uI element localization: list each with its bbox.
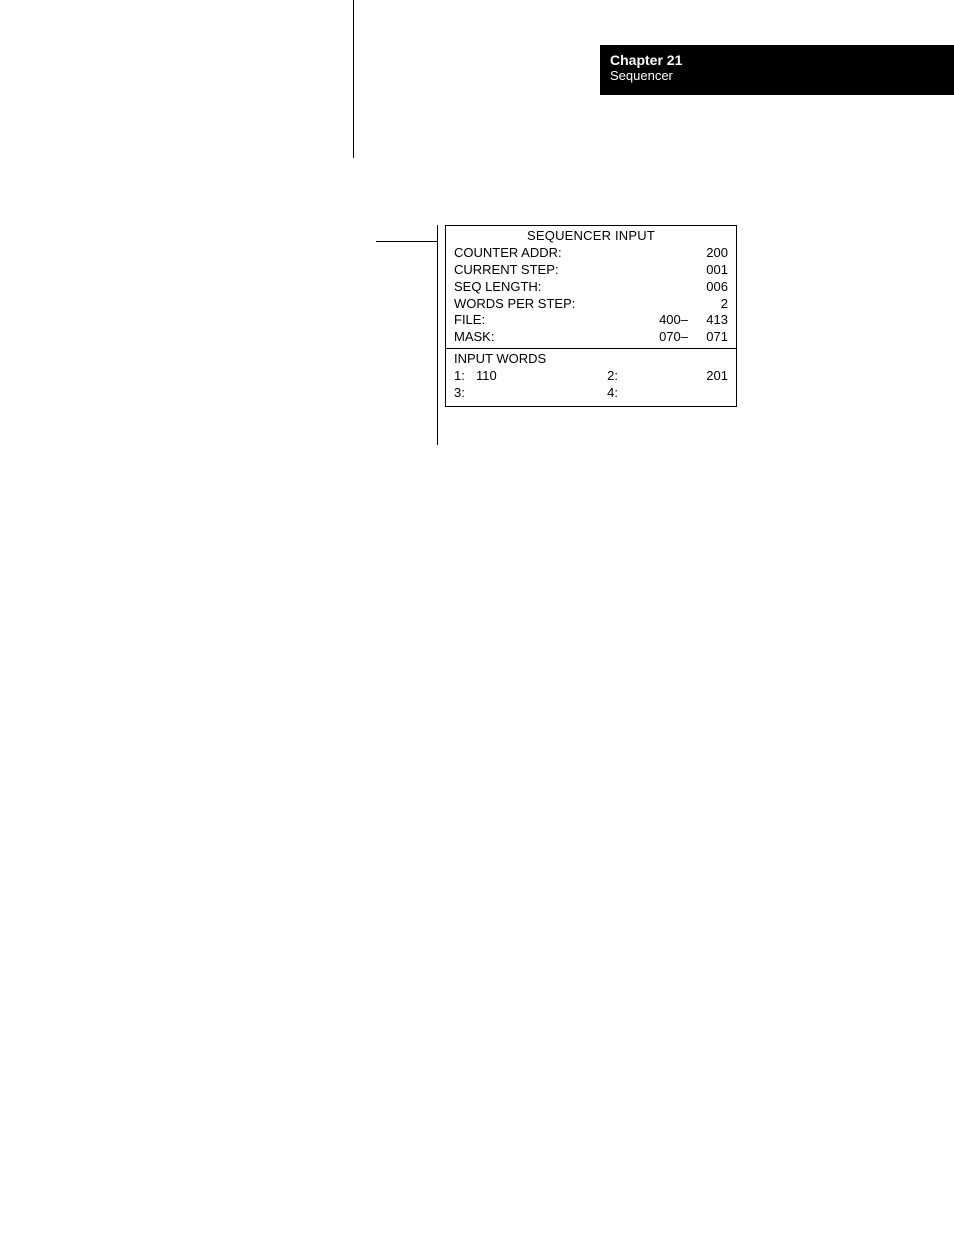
row-value-1 bbox=[638, 245, 688, 262]
iw-cell bbox=[618, 385, 728, 402]
row-value-1 bbox=[638, 279, 688, 296]
row-label: MASK: bbox=[454, 329, 638, 346]
iw-cell: 1: bbox=[454, 368, 476, 385]
sequencer-input-block: SEQUENCER INPUT COUNTER ADDR: 200 CURREN… bbox=[445, 225, 737, 407]
block-row: CURRENT STEP: 001 bbox=[454, 262, 728, 279]
vertical-rule-top bbox=[353, 0, 354, 158]
row-value-2: 071 bbox=[688, 329, 728, 346]
block-row: FILE: 400– 413 bbox=[454, 312, 728, 329]
iw-cell: 3: bbox=[454, 385, 476, 402]
iw-cell: 2: bbox=[596, 368, 618, 385]
row-value-2: 200 bbox=[688, 245, 728, 262]
row-label: CURRENT STEP: bbox=[454, 262, 638, 279]
row-label: SEQ LENGTH: bbox=[454, 279, 638, 296]
input-words-row: 3: 4: bbox=[454, 385, 728, 402]
row-value-1 bbox=[638, 262, 688, 279]
sequencer-diagram: SEQUENCER INPUT COUNTER ADDR: 200 CURREN… bbox=[350, 225, 770, 455]
row-value-1: 400– bbox=[638, 312, 688, 329]
chapter-subtitle: Sequencer bbox=[610, 68, 944, 83]
block-title: SEQUENCER INPUT bbox=[446, 226, 736, 245]
row-label: COUNTER ADDR: bbox=[454, 245, 638, 262]
row-value-1: 070– bbox=[638, 329, 688, 346]
block-row: SEQ LENGTH: 006 bbox=[454, 279, 728, 296]
row-label: WORDS PER STEP: bbox=[454, 296, 638, 313]
input-words-label: INPUT WORDS bbox=[454, 351, 728, 368]
block-body: COUNTER ADDR: 200 CURRENT STEP: 001 SEQ … bbox=[446, 245, 736, 348]
block-row: WORDS PER STEP: 2 bbox=[454, 296, 728, 313]
row-value-2: 2 bbox=[688, 296, 728, 313]
row-value-2: 001 bbox=[688, 262, 728, 279]
iw-cell: 201 bbox=[618, 368, 728, 385]
input-words-row: 1: 110 2: 201 bbox=[454, 368, 728, 385]
chapter-title: Chapter 21 bbox=[610, 52, 944, 68]
rung-vertical-line bbox=[437, 225, 438, 445]
iw-cell: 110 bbox=[476, 368, 596, 385]
row-value-1 bbox=[638, 296, 688, 313]
block-row: COUNTER ADDR: 200 bbox=[454, 245, 728, 262]
row-label: FILE: bbox=[454, 312, 638, 329]
rung-horizontal-line bbox=[376, 241, 437, 242]
row-value-2: 413 bbox=[688, 312, 728, 329]
iw-cell: 4: bbox=[596, 385, 618, 402]
input-words-section: INPUT WORDS 1: 110 2: 201 3: 4: bbox=[446, 348, 736, 406]
iw-cell bbox=[476, 385, 596, 402]
chapter-header: Chapter 21 Sequencer bbox=[600, 45, 954, 95]
block-row: MASK: 070– 071 bbox=[454, 329, 728, 346]
row-value-2: 006 bbox=[688, 279, 728, 296]
